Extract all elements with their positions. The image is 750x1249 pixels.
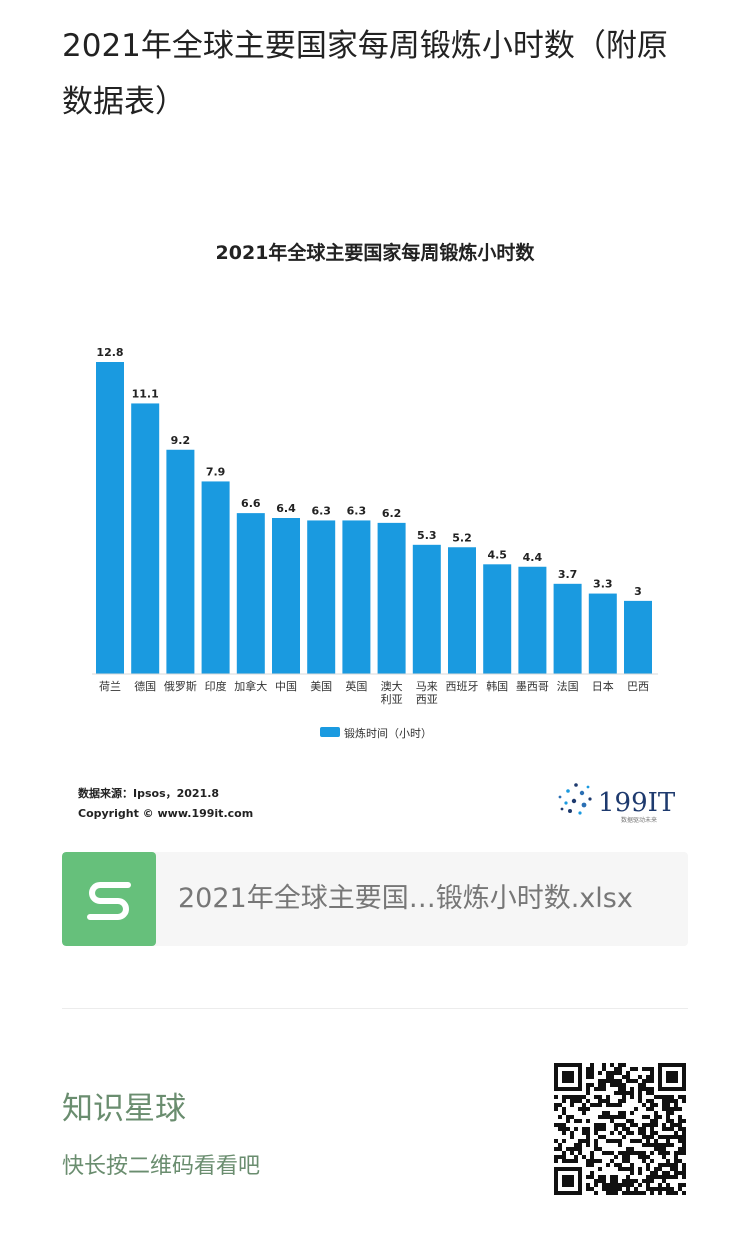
brand-tagline: 数据驱动未来 — [621, 816, 657, 824]
value-label: 6.2 — [382, 507, 402, 520]
qr-code-icon[interactable] — [554, 1063, 686, 1195]
legend: 锻炼时间（小时） — [320, 726, 432, 740]
value-label: 4.4 — [523, 551, 543, 564]
category-label: 澳大 — [381, 679, 403, 693]
bar-韩国 — [483, 564, 512, 674]
value-label: 5.3 — [417, 529, 437, 542]
value-label: 12.8 — [96, 346, 123, 359]
brand-name: 199IT — [598, 788, 676, 818]
source-text: 数据来源：Ipsos，2021.8 — [78, 786, 219, 800]
copyright-text: Copyright © www.199it.com — [78, 807, 253, 820]
chart-title: 2021年全球主要国家每周锻炼小时数 — [216, 241, 536, 264]
bar-美国 — [307, 520, 336, 674]
category-label: 加拿大 — [234, 679, 267, 693]
category-label: 法国 — [557, 679, 579, 693]
value-label: 6.4 — [276, 502, 296, 515]
bar-印度 — [201, 481, 230, 674]
category-label: 马来 — [416, 680, 438, 693]
spreadsheet-s-icon — [62, 852, 156, 946]
bar-巴西 — [624, 600, 652, 674]
attachment-file-name: 2021年全球主要国…锻炼小时数.xlsx — [178, 883, 633, 914]
category-label: 印度 — [205, 679, 227, 693]
bar-墨西哥 — [518, 566, 547, 674]
bar-德国 — [131, 403, 160, 674]
category-label: 俄罗斯 — [164, 680, 197, 693]
bar-中国 — [272, 518, 300, 674]
category-label: 墨西哥 — [516, 680, 549, 693]
value-label: 6.6 — [241, 497, 261, 510]
bar-马来西亚 — [412, 544, 441, 674]
value-label: 11.1 — [132, 387, 159, 400]
value-label: 3.3 — [593, 578, 613, 591]
value-label: 3.7 — [558, 568, 578, 581]
bar-荷兰 — [96, 362, 124, 674]
legend-label: 锻炼时间（小时） — [344, 726, 432, 740]
bar-澳大利亚 — [377, 522, 406, 674]
category-label: 荷兰 — [99, 680, 121, 693]
category-label: 中国 — [275, 680, 297, 693]
value-label: 6.3 — [311, 504, 331, 517]
post-title: 2021年全球主要国家每周锻炼小时数（附原数据表） — [62, 28, 668, 120]
category-label: 利亚 — [381, 693, 403, 706]
bar-法国 — [553, 583, 582, 674]
brand-logo: 199IT 数据驱动未来 — [558, 783, 676, 824]
bar-日本 — [588, 593, 617, 674]
planet-subtitle: 快长按二维码看看吧 — [62, 1154, 261, 1179]
brand-mark-icon — [558, 783, 592, 815]
bar-chart: 2021年全球主要国家每周锻炼小时数 12.8 11.1 9.2 7.9 6.6 6.4 6… — [78, 241, 676, 824]
attachment-card[interactable]: 2021年全球主要国…锻炼小时数.xlsx — [62, 852, 688, 946]
bar-俄罗斯 — [166, 449, 195, 674]
category-label: 韩国 — [486, 679, 508, 693]
category-label: 德国 — [134, 679, 156, 693]
bar-英国 — [342, 520, 371, 674]
category-label: 巴西 — [627, 680, 649, 693]
value-labels: 12.8 11.1 9.2 7.9 6.6 6.4 6.3 6.3 6.2 5.3 5.2 4.5 4.… — [96, 346, 641, 598]
category-label: 美国 — [310, 680, 332, 693]
category-label: 西亚 — [416, 693, 438, 706]
value-label: 9.2 — [171, 434, 191, 447]
bar-加拿大 — [236, 513, 265, 674]
value-label: 7.9 — [206, 465, 226, 478]
category-label: 日本 — [592, 679, 614, 693]
category-label: 西班牙 — [446, 680, 479, 693]
legend-swatch — [320, 727, 340, 737]
planet-title: 知识星球 — [62, 1091, 186, 1127]
value-label: 3 — [634, 585, 642, 598]
value-label: 4.5 — [487, 548, 507, 561]
bars — [96, 362, 652, 674]
value-label: 5.2 — [452, 531, 472, 544]
section-divider — [62, 1008, 688, 1009]
bar-西班牙 — [448, 547, 476, 674]
category-label: 英国 — [345, 679, 367, 693]
value-label: 6.3 — [347, 504, 367, 517]
